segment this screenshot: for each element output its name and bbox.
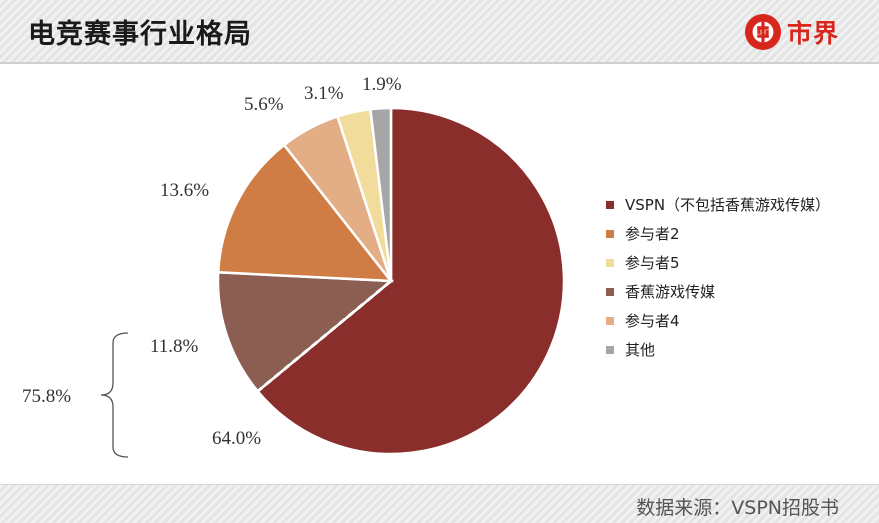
pie-slice [216, 143, 394, 283]
brand-logo: 市界 [744, 12, 839, 52]
legend-label: 参与者2 [625, 225, 680, 243]
pie-slice [216, 270, 395, 394]
legend-swatch [606, 345, 614, 354]
bracket-label: 75.8% [22, 386, 71, 407]
legend-label: 参与者4 [625, 312, 680, 330]
legend-swatch [606, 287, 614, 296]
slice-divider-dashed [256, 279, 392, 393]
legend-swatch [606, 200, 614, 209]
chart-legend: VSPN（不包括香蕉游戏传媒） 参与者2 参与者5 香蕉游戏传媒 参与者4 其他 [606, 190, 830, 364]
slice-value-label: 64.0% [212, 428, 261, 449]
legend-swatch [606, 258, 614, 267]
data-source: 数据来源：VSPN招股书 [636, 497, 839, 519]
brand-logo-text: 市界 [786, 19, 839, 48]
legend-swatch [606, 229, 614, 238]
legend-item: 其他 [606, 335, 830, 364]
header-bar: 电竞赛事行业格局 市界 [0, 0, 879, 64]
slice-value-label: 3.1% [304, 83, 344, 104]
slice-value-label: 1.9% [362, 74, 402, 95]
brand-logo-icon [744, 13, 782, 51]
slice-value-label: 5.6% [244, 94, 284, 115]
bracket-line [100, 332, 129, 458]
legend-label: VSPN（不包括香蕉游戏传媒） [625, 196, 831, 214]
legend-label: 参与者5 [625, 254, 680, 272]
legend-item: 参与者4 [606, 306, 830, 335]
legend-label: 其他 [625, 341, 656, 359]
legend-item: 香蕉游戏传媒 [606, 277, 830, 306]
legend-item: 参与者2 [606, 219, 830, 248]
pie-slice [369, 106, 393, 282]
legend-item: 参与者5 [606, 248, 830, 277]
legend-label: 香蕉游戏传媒 [625, 283, 716, 301]
legend-item: VSPN（不包括香蕉游戏传媒） [606, 190, 830, 219]
legend-swatch [606, 316, 614, 325]
page-title: 电竞赛事行业格局 [28, 19, 252, 50]
pie-slice [255, 106, 566, 456]
footer-bar: 数据来源：VSPN招股书 [0, 484, 879, 523]
bracket-annotation: 75.8% [22, 332, 129, 458]
slice-value-label: 13.6% [160, 180, 209, 201]
slice-value-label: 11.8% [150, 336, 199, 357]
